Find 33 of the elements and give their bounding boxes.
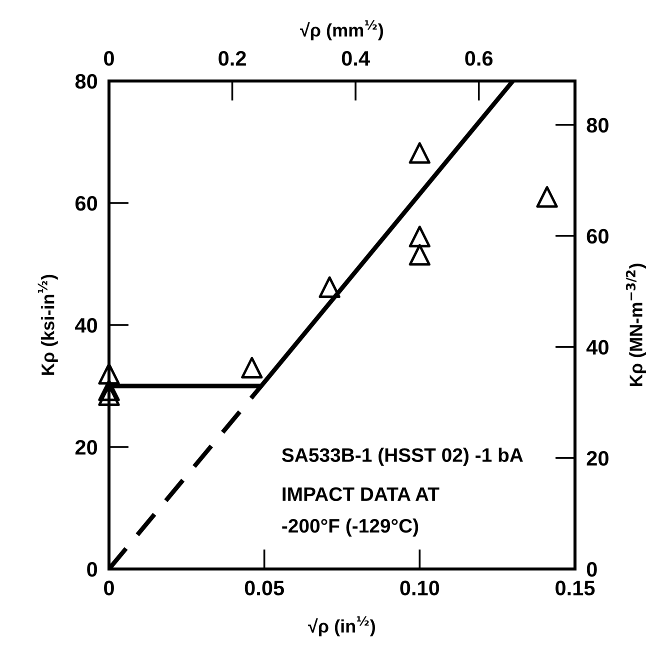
x2-tick-label: 0.2 <box>218 51 246 66</box>
point <box>408 226 430 248</box>
point <box>98 379 120 402</box>
y-tick-label: 80 <box>75 74 98 89</box>
y-tick-label: 40 <box>75 318 98 333</box>
y2-tick-label: 60 <box>586 228 608 244</box>
y-tick-label: 60 <box>75 196 98 211</box>
y2-axis-title: Kρ (MN-m$^{−3/2}$) <box>626 264 646 386</box>
y2-tick-label: 0 <box>586 562 597 577</box>
x2-axis-title: √ρ (mm$^{½}$) <box>300 20 384 40</box>
point <box>318 276 340 298</box>
x-tick-label: 0.15 <box>556 580 595 596</box>
x-tick-label: 0.10 <box>400 580 440 596</box>
y-axis-title: Kρ (ksi-in$^{½}$) <box>38 274 58 375</box>
point <box>536 186 558 208</box>
y2-tick-label: 80 <box>586 118 608 133</box>
annotation: SA533B-1 (HSST 02) -1 bA <box>282 448 523 466</box>
y-tick-label: 0 <box>87 562 98 577</box>
x2-tick-label: 0.4 <box>342 51 370 66</box>
x-tick-label: 0 <box>104 580 114 596</box>
annotation: IMPACT DATA AT <box>282 487 440 502</box>
x-axis-title: √ρ (in$^{½}$) <box>308 616 375 636</box>
y2-tick-label: 40 <box>586 340 608 355</box>
point <box>241 356 263 379</box>
y2-tick-label: 20 <box>586 450 608 466</box>
x2-tick-label: 0.6 <box>465 51 493 66</box>
point <box>98 362 120 385</box>
x2-tick-label: 0 <box>104 51 114 66</box>
point <box>408 244 430 266</box>
x-tick-label: 0.05 <box>244 580 284 596</box>
y-tick-label: 20 <box>75 440 98 455</box>
annotation: -200°F (-129°C) <box>282 518 418 537</box>
point <box>408 142 430 164</box>
